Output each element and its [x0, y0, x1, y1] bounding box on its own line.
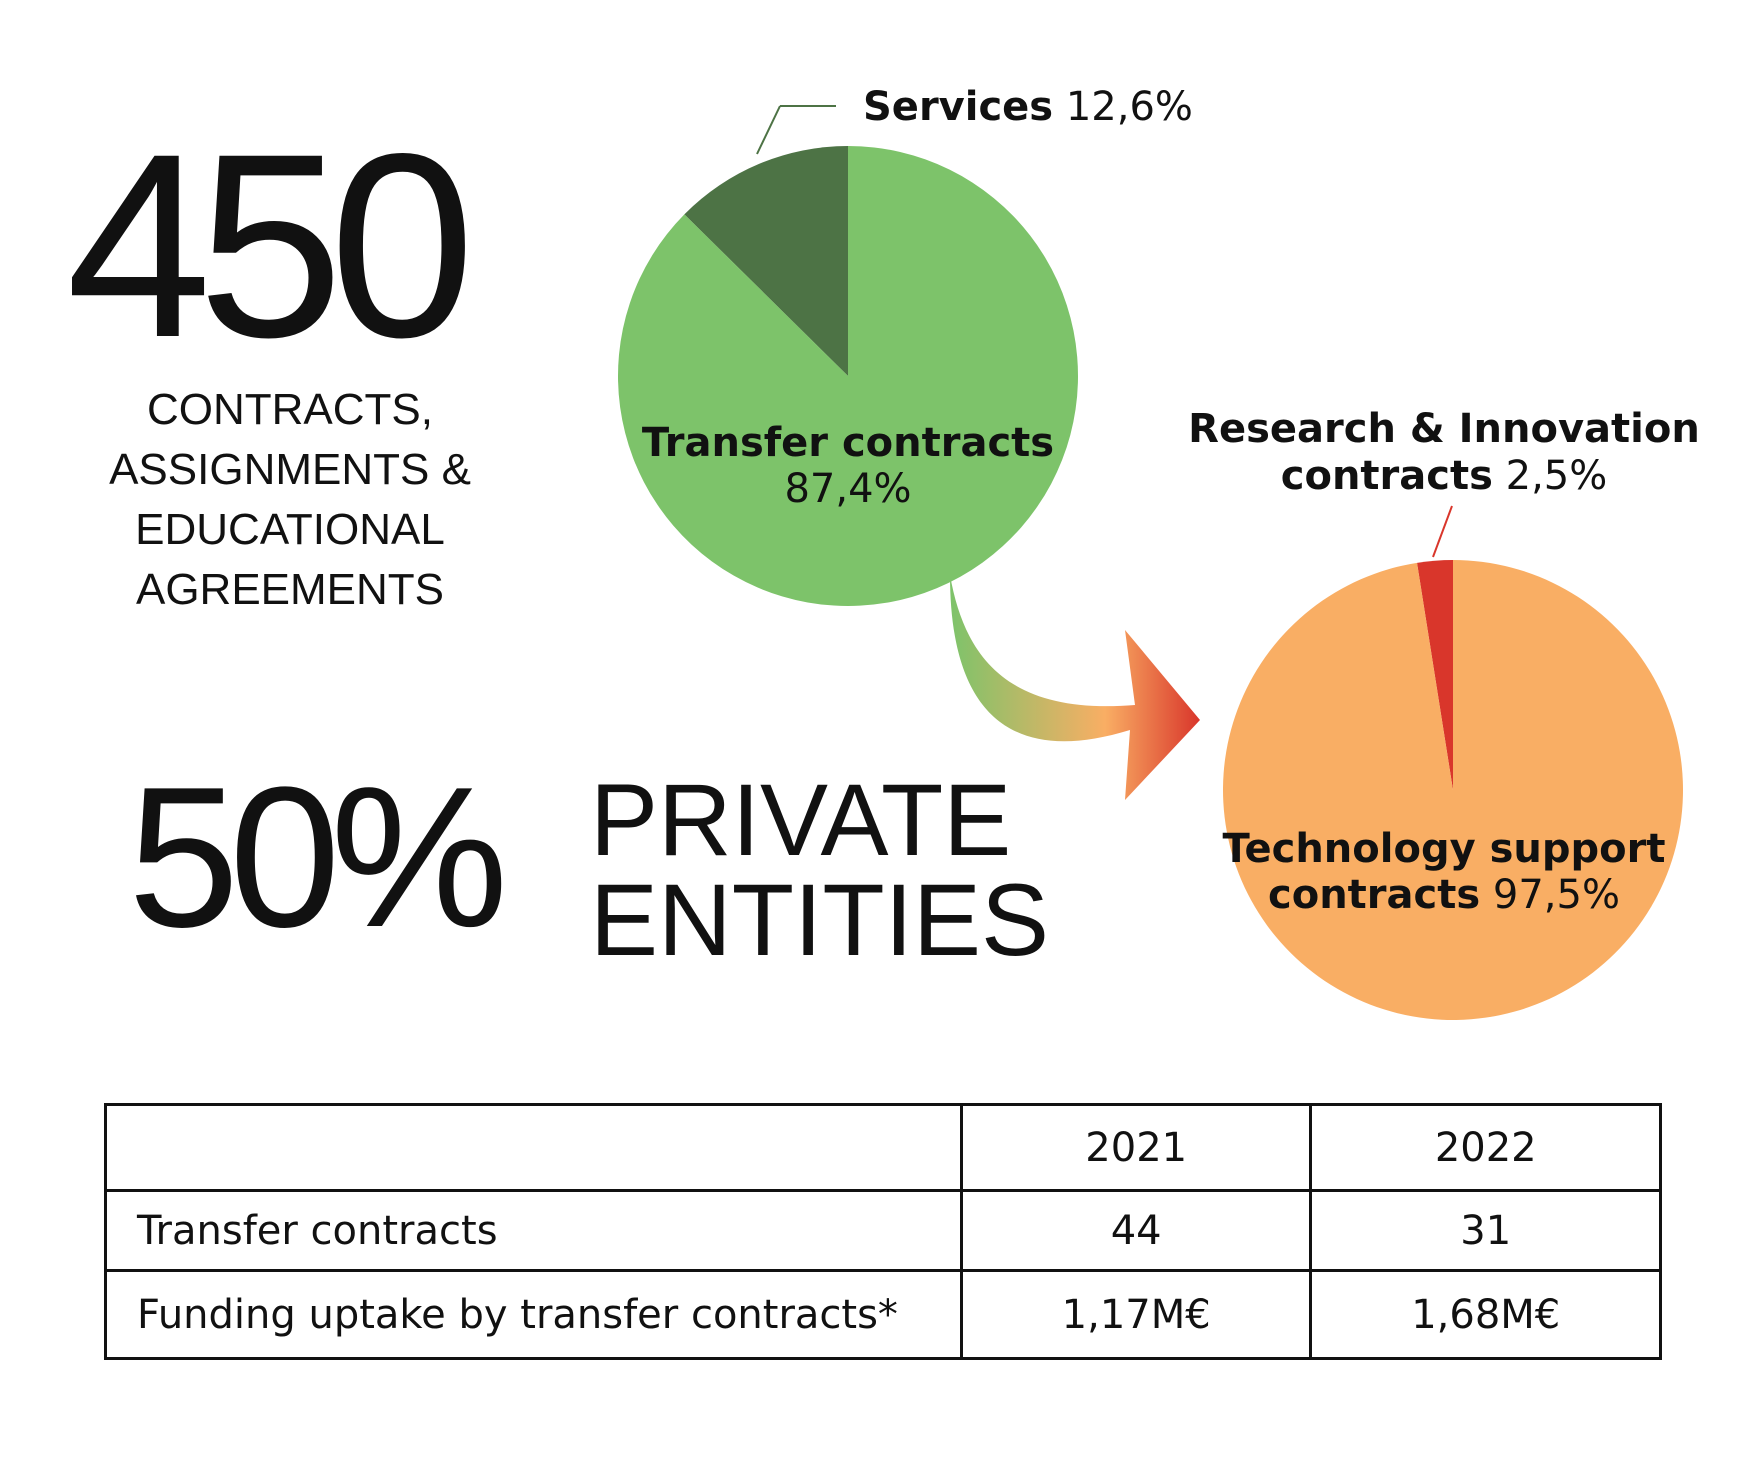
services-value: 12,6% [1066, 84, 1193, 130]
table-header-2022: 2022 [1309, 1103, 1662, 1192]
row-value-2022: 1,68M€ [1309, 1269, 1662, 1360]
research-name-line-2: contracts 2,5% [1281, 453, 1608, 499]
pie1-slice-1 [618, 146, 1078, 606]
caption-line-2: ASSIGNMENTS & [109, 445, 471, 494]
research-name-line-1: Research & Innovation [1188, 406, 1700, 452]
row-value-2021: 1,17M€ [959, 1269, 1313, 1360]
private-entities-label: PRIVATE ENTITIES [590, 763, 1050, 977]
table-header-2021: 2021 [959, 1103, 1313, 1192]
caption-line-1: CONTRACTS, [147, 385, 433, 434]
transfer-contracts-table: 2021 2022 Transfer contracts 44 31 Fundi… [104, 1103, 1662, 1360]
tech-name-2: contracts [1268, 872, 1480, 918]
table-row: Funding uptake by transfer contracts* 1,… [104, 1269, 1662, 1360]
row-value-2021: 44 [959, 1189, 1313, 1272]
private-label-line-2: ENTITIES [590, 863, 1050, 977]
services-leader-line [756, 105, 781, 155]
research-name-2: contracts [1281, 453, 1493, 499]
flow-arrow [950, 575, 1200, 800]
pie2-slice-0 [1417, 560, 1453, 790]
pie2-slice-1 [1223, 560, 1684, 1020]
tech-name-line-1: Technology support [1223, 826, 1666, 872]
transfer-name: Transfer contracts [642, 420, 1054, 466]
pie-chart-contract-types: Services 12,6% Transfer contracts 87,4% [618, 84, 1193, 606]
table-row: Transfer contracts 44 31 [104, 1189, 1662, 1272]
private-label-line-1: PRIVATE [590, 763, 1012, 877]
pie-chart-transfer-breakdown: Research & Innovation contracts 2,5% Tec… [1188, 406, 1700, 1020]
private-entities-percent: 50% [128, 746, 508, 969]
transfer-value: 87,4% [784, 466, 911, 512]
caption-line-4: AGREEMENTS [135, 565, 445, 614]
contracts-caption: CONTRACTS, ASSIGNMENTS & EDUCATIONAL AGR… [90, 380, 490, 620]
services-label: Services 12,6% [863, 84, 1193, 130]
row-label: Transfer contracts [104, 1189, 963, 1272]
table-header-empty [104, 1103, 963, 1192]
tech-value: 97,5% [1493, 872, 1620, 918]
row-label: Funding uptake by transfer contracts* [104, 1269, 963, 1360]
services-name: Services [863, 84, 1053, 130]
row-value-2022: 31 [1309, 1189, 1662, 1272]
caption-line-3: EDUCATIONAL [135, 505, 445, 554]
research-value: 2,5% [1506, 453, 1608, 499]
big-number-contracts: 450 [66, 99, 475, 392]
tech-name-line-2: contracts 97,5% [1268, 872, 1620, 918]
pie-charts-figure: Services 12,6% Transfer contracts 87,4% … [618, 84, 1700, 1020]
pie1-slice-0 [684, 146, 848, 376]
table-header-row: 2021 2022 [104, 1103, 1662, 1192]
research-leader-line [1432, 505, 1453, 558]
